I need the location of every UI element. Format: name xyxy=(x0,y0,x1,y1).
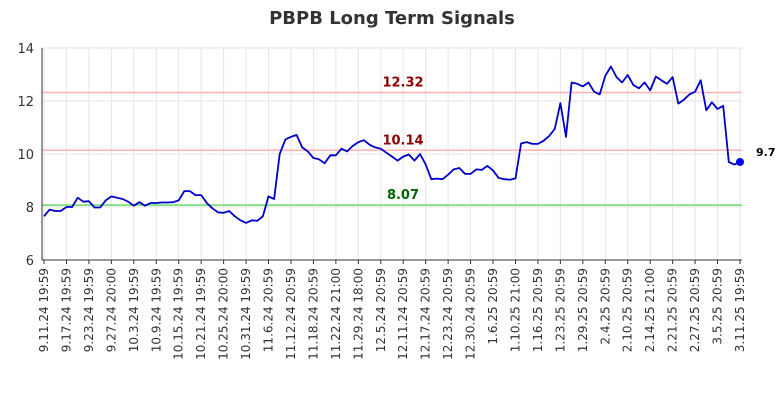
x-tick-label: 9.17.24 19:59 xyxy=(59,268,73,352)
series-layer xyxy=(43,65,744,224)
x-tick-label: 2.4.25 20:59 xyxy=(598,268,612,345)
y-tick-label: 6 xyxy=(26,254,34,269)
x-tick-label: 11.18.24 20:59 xyxy=(306,268,320,360)
chart-title: PBPB Long Term Signals xyxy=(269,8,515,29)
x-tick-label: 10.21.24 19:59 xyxy=(194,268,208,360)
x-tick-label: 1.16.25 20:59 xyxy=(531,268,545,352)
x-tick-label: 10.25.24 20:00 xyxy=(217,268,231,360)
y-tick-label: 10 xyxy=(17,148,34,163)
x-tick-label: 3.5.25 20:59 xyxy=(711,268,725,345)
x-tick-label: 2.10.25 20:59 xyxy=(621,268,635,352)
level-label: 8.07 xyxy=(387,188,419,203)
x-tick-label: 1.6.25 20:59 xyxy=(486,268,500,345)
axes: 6 8 10 12 14 9.11.24 19:59 9.17.24 19:59 9.23.2… xyxy=(17,42,747,360)
x-tick-label: 9.27.24 20:00 xyxy=(104,268,118,352)
x-tick-label: 10.31.24 19:59 xyxy=(239,268,253,360)
y-tick-label: 8 xyxy=(26,201,34,216)
last-value-label: 9.7 xyxy=(756,146,776,159)
x-tick-label: 2.27.25 20:59 xyxy=(688,268,702,352)
x-tick-label: 10.3.24 19:59 xyxy=(127,268,141,352)
x-tick-label: 10.15.24 19:59 xyxy=(172,268,186,360)
x-tick-label: 10.9.24 19:59 xyxy=(149,268,163,352)
level-lines xyxy=(42,91,742,206)
x-tick-label: 3.11.25 19:59 xyxy=(733,268,747,352)
y-tick-label: 14 xyxy=(17,42,34,57)
x-tick-label: 9.23.24 19:59 xyxy=(82,268,96,352)
x-tick-label: 2.14.25 21:00 xyxy=(643,268,657,352)
x-tick-label: 12.11.24 20:59 xyxy=(396,268,410,360)
x-tick-label: 11.29.24 18:00 xyxy=(351,268,365,360)
x-tick-label: 12.30.24 20:59 xyxy=(464,268,478,360)
x-tick-label: 11.6.24 20:59 xyxy=(262,268,276,352)
x-tick-label: 1.29.25 20:59 xyxy=(576,268,590,352)
level-label: 10.14 xyxy=(382,133,423,148)
x-tick-label: 12.5.24 20:59 xyxy=(374,268,388,352)
labels-layer: 12.32 10.14 8.07 9.7 xyxy=(382,76,775,204)
x-tick-label: 11.12.24 20:59 xyxy=(284,268,298,360)
x-tick-label: 2.21.25 20:59 xyxy=(666,268,680,352)
x-tick-label: 9.11.24 19:59 xyxy=(37,268,51,352)
last-value-point xyxy=(736,157,744,166)
x-tick-label: 1.10.25 21:00 xyxy=(508,268,522,352)
x-tick-label: 12.23.24 20:59 xyxy=(441,268,455,360)
y-tick-label: 12 xyxy=(17,95,34,110)
price-series-line xyxy=(43,65,741,224)
level-label: 12.32 xyxy=(382,76,423,91)
x-tick-label: 1.23.25 20:59 xyxy=(553,268,567,352)
grid-layer xyxy=(42,47,742,261)
x-tick-label: 12.17.24 20:59 xyxy=(419,268,433,360)
x-tick-label: 11.22.24 21:00 xyxy=(329,268,343,360)
